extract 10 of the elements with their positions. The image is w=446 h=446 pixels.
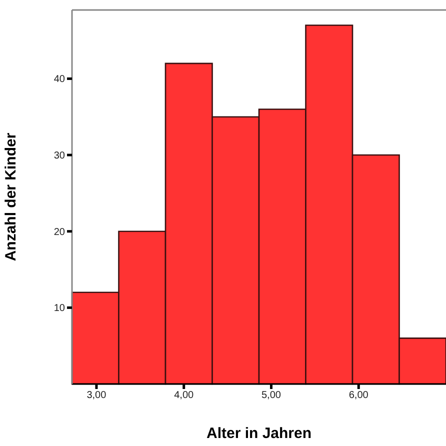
y-tick-label: 20	[54, 226, 66, 238]
y-tick-label: 30	[54, 150, 66, 162]
x-axis-title: Alter in Jahren	[206, 425, 312, 442]
x-tick-label: 6,00	[348, 390, 369, 402]
y-axis-title: Anzahl der Kinder	[2, 132, 20, 262]
y-tick-label: 40	[54, 74, 66, 86]
x-tick-label: 3,00	[86, 390, 107, 402]
y-tick-label: 10	[54, 303, 66, 314]
x-tick-label: 4,00	[174, 390, 194, 402]
x-tick-label: 5,00	[262, 390, 282, 402]
